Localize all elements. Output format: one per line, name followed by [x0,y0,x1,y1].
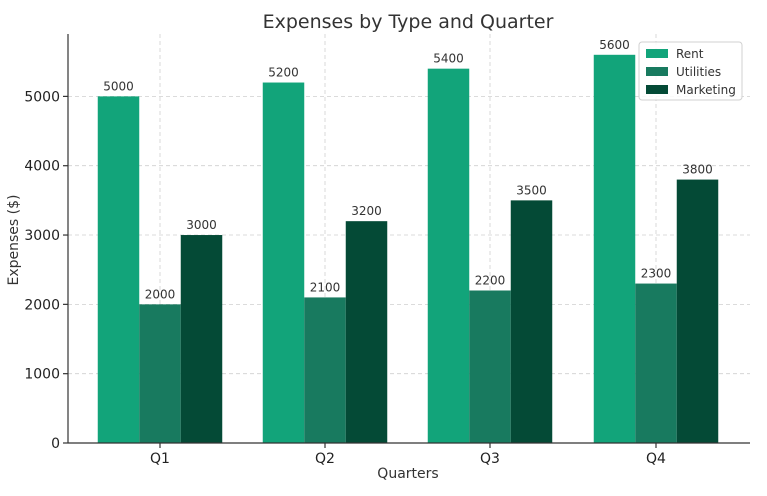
bar-utilities-q2 [304,297,346,443]
legend-swatch [646,49,668,58]
data-label: 2300 [641,267,672,281]
x-tick-label: Q4 [646,451,666,467]
bar-utilities-q3 [469,290,511,443]
x-tick-label: Q1 [150,451,170,467]
legend-swatch [646,67,668,76]
y-tick-label: 4000 [24,159,60,175]
y-tick-label: 2000 [24,297,60,313]
bar-utilities-q4 [635,283,677,443]
bars [97,54,719,444]
bar-marketing-q1 [180,235,223,443]
y-tick-label: 1000 [24,367,60,383]
data-label: 5200 [268,66,299,80]
x-axis-label: Quarters [377,466,438,482]
data-label: 3500 [516,183,547,197]
y-axis-label: Expenses ($) [6,195,22,286]
bar-marketing-q4 [676,179,719,443]
data-label: 3000 [186,218,217,232]
y-tick-label: 0 [51,436,60,452]
bar-rent-q3 [427,68,470,444]
y-tick-label: 5000 [24,89,60,105]
x-tick-label: Q2 [315,451,335,467]
data-labels: 5000 5200 5400 5600 2000 2100 2200 2300 3000 3200… [103,38,713,302]
data-label: 2100 [310,280,341,294]
y-tick-label: 3000 [24,228,60,244]
chart-title: Expenses by Type and Quarter [263,11,554,33]
data-label: 5600 [599,38,630,52]
data-label: 2000 [145,287,176,301]
axes: 0 1000 2000 3000 4000 5000 Q1 Q2 Q3 Q4 [24,34,750,467]
legend-swatch [646,85,668,94]
legend-label: Utilities [676,65,721,79]
legend-label: Marketing [676,83,736,97]
bar-utilities-q1 [139,304,181,443]
legend-label: Rent [676,47,704,61]
bar-marketing-q2 [345,221,388,443]
data-label: 3800 [682,163,713,177]
data-label: 5000 [103,79,134,93]
bar-marketing-q3 [510,200,553,443]
bar-rent-q1 [97,96,140,443]
data-label: 5400 [433,52,464,66]
bar-rent-q4 [593,54,636,444]
x-tick-label: Q3 [480,451,500,467]
legend: Rent Utilities Marketing [638,41,743,101]
data-label: 3200 [351,204,382,218]
data-label: 2200 [475,273,506,287]
bar-rent-q2 [262,82,305,443]
